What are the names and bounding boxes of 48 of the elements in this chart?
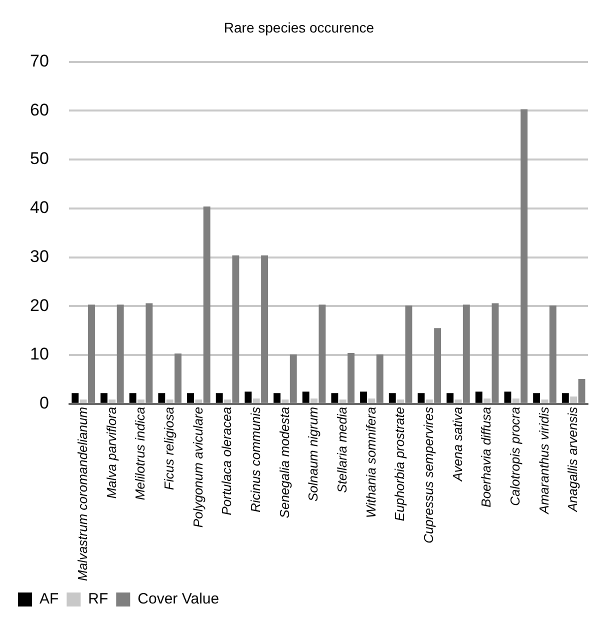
legend-label: RF bbox=[88, 590, 108, 608]
y-tick-label: 10 bbox=[30, 344, 49, 364]
bar bbox=[492, 303, 499, 403]
x-tick-label: Ricinus communis bbox=[248, 406, 263, 512]
y-tick-label: 20 bbox=[30, 296, 49, 315]
bar bbox=[232, 255, 240, 403]
x-tick-label: Ficus religiosa bbox=[161, 406, 176, 490]
x-tick-label: Euphorbia prostrate bbox=[392, 406, 408, 522]
x-tick-label: Portulaca oleracea bbox=[219, 406, 234, 516]
legend-label: AF bbox=[40, 590, 59, 608]
bar bbox=[462, 304, 470, 403]
bar bbox=[116, 304, 124, 403]
y-tick-label: 60 bbox=[30, 100, 49, 120]
x-tick-label: Withania somnifera bbox=[363, 406, 378, 518]
x-tick-label: Cupressus sempervires bbox=[421, 406, 436, 544]
bar bbox=[203, 206, 210, 403]
y-tick-label: 50 bbox=[30, 149, 49, 168]
bar bbox=[146, 303, 153, 403]
bar bbox=[549, 306, 556, 403]
bar bbox=[376, 354, 384, 403]
x-tick-label: Avena sativa bbox=[450, 406, 465, 482]
x-tick-label: Polygonum aviculare bbox=[190, 406, 206, 528]
bar bbox=[290, 354, 297, 403]
legend-label: Cover Value bbox=[138, 590, 220, 608]
x-tick-label: Malva parviflora bbox=[104, 406, 119, 499]
bar bbox=[434, 328, 442, 403]
bar bbox=[318, 304, 326, 403]
chart-title: Rare species occurence bbox=[224, 19, 374, 36]
bar bbox=[261, 255, 268, 403]
x-tick-label: Amaranthus viridis bbox=[536, 406, 552, 515]
x-tick-label: Solnaum nigrum bbox=[306, 406, 321, 502]
bar bbox=[405, 306, 412, 403]
bar bbox=[348, 353, 355, 403]
x-tick-label: Boerhavia diffusa bbox=[478, 406, 494, 508]
y-tick-label: 30 bbox=[30, 246, 49, 266]
x-tick-label: Malvastrum coromandelianum bbox=[74, 406, 90, 581]
y-tick-label: 40 bbox=[30, 198, 49, 218]
x-tick-label: Anagallis arvensis bbox=[565, 406, 580, 513]
bar bbox=[578, 378, 586, 403]
x-tick-label: Stellaria media bbox=[334, 406, 350, 493]
bar bbox=[88, 304, 95, 403]
x-tick-label: Calotropis procra bbox=[508, 406, 523, 506]
bar bbox=[174, 354, 182, 403]
y-tick-label: 70 bbox=[30, 51, 49, 70]
x-tick-label: Senegalia modesta bbox=[276, 406, 292, 518]
x-tick-label: Melilotrus indica bbox=[132, 406, 148, 500]
y-tick-label: 0 bbox=[39, 394, 49, 413]
bar bbox=[520, 109, 528, 403]
